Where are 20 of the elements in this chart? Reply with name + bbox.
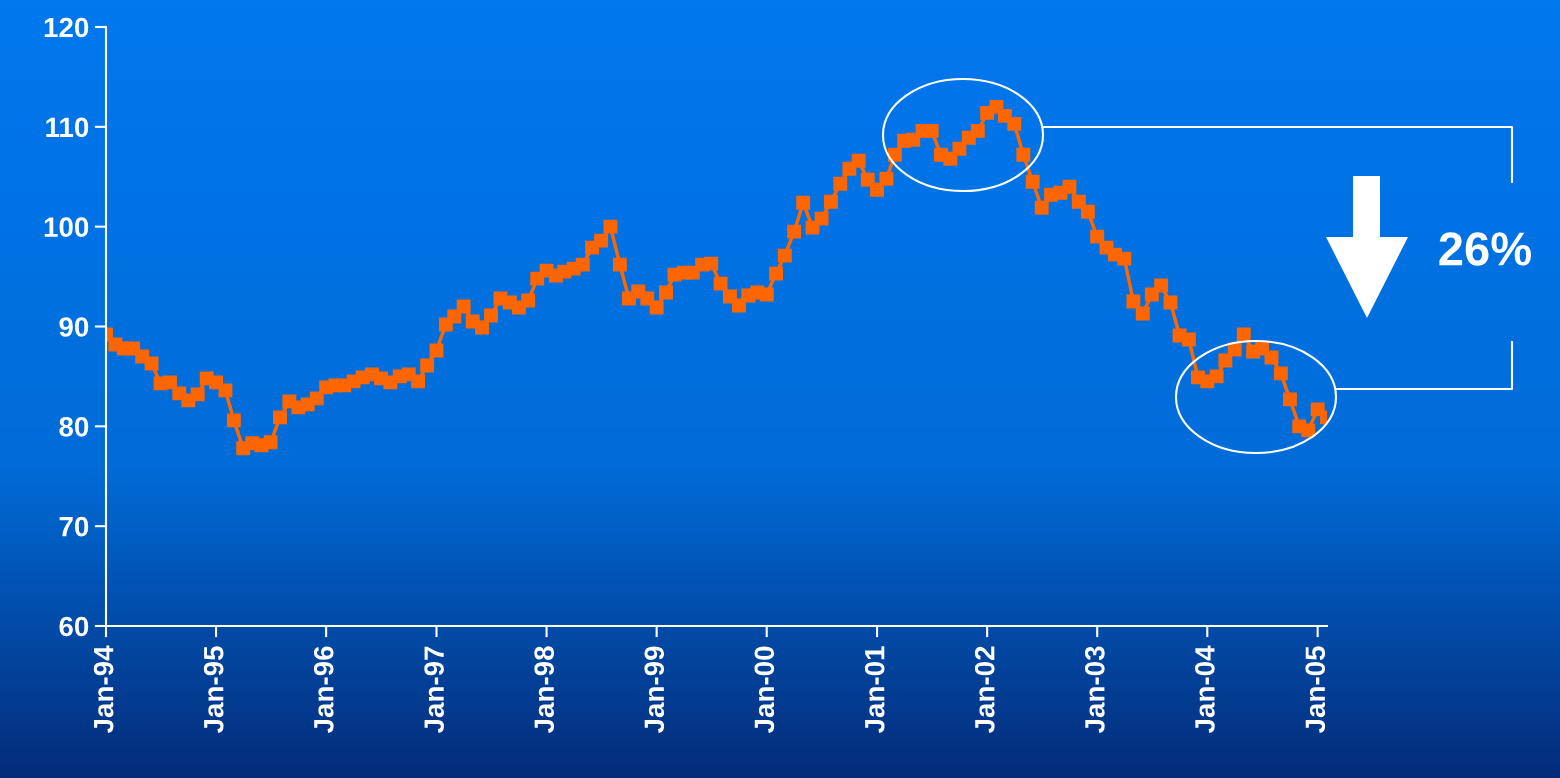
y-tick-label: 80 xyxy=(59,417,89,437)
x-tick-label: Jan-96 xyxy=(313,646,334,734)
text: 26% xyxy=(1439,232,1532,266)
x-tick-label: Jan-00 xyxy=(754,646,775,734)
x-tick-label: Jan-02 xyxy=(974,646,995,734)
y-tick-label: 100 xyxy=(44,217,89,238)
y-tick-label: 70 xyxy=(59,516,89,537)
y-tick-label: 90 xyxy=(59,317,89,337)
x-tick-label: Jan-05 xyxy=(1305,646,1326,734)
y-tick-label: 60 xyxy=(59,616,89,637)
x-tick-label: Jan-94 xyxy=(93,645,114,734)
x-tick-label: Jan-98 xyxy=(534,646,555,734)
x-tick-label: Jan-97 xyxy=(424,646,444,734)
x-tick-label: Jan-04 xyxy=(1195,645,1215,734)
x-tick-label: Jan-99 xyxy=(644,646,665,734)
y-tick-label: 120 xyxy=(44,17,89,38)
x-tick-label: Jan-01 xyxy=(864,646,885,734)
x-tick-label: Jan-03 xyxy=(1085,646,1105,734)
y-tick-label: 110 xyxy=(46,117,89,138)
x-tick-label: Jan-95 xyxy=(203,646,224,734)
